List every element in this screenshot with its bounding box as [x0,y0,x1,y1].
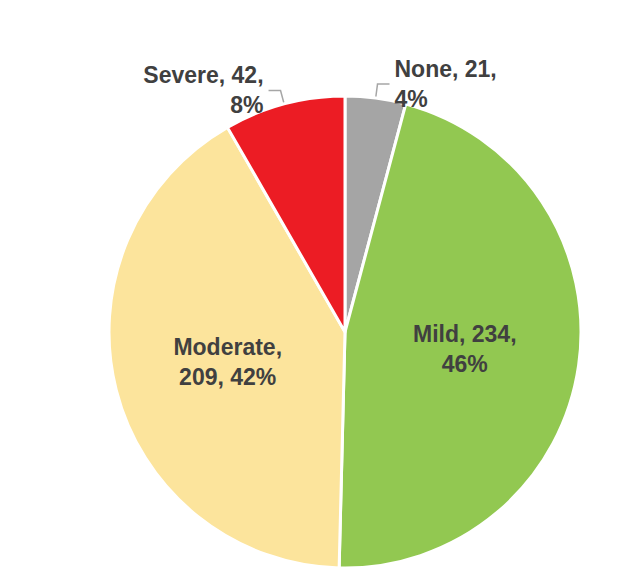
svg-text:4%: 4% [395,86,428,112]
svg-text:Severe, 42,: Severe, 42, [143,62,263,88]
svg-text:209, 42%: 209, 42% [179,364,276,390]
svg-text:Moderate,: Moderate, [173,334,282,360]
svg-text:None, 21,: None, 21, [395,56,497,82]
svg-text:8%: 8% [230,92,263,118]
svg-text:46%: 46% [442,351,488,377]
svg-text:Mild, 234,: Mild, 234, [413,321,517,347]
